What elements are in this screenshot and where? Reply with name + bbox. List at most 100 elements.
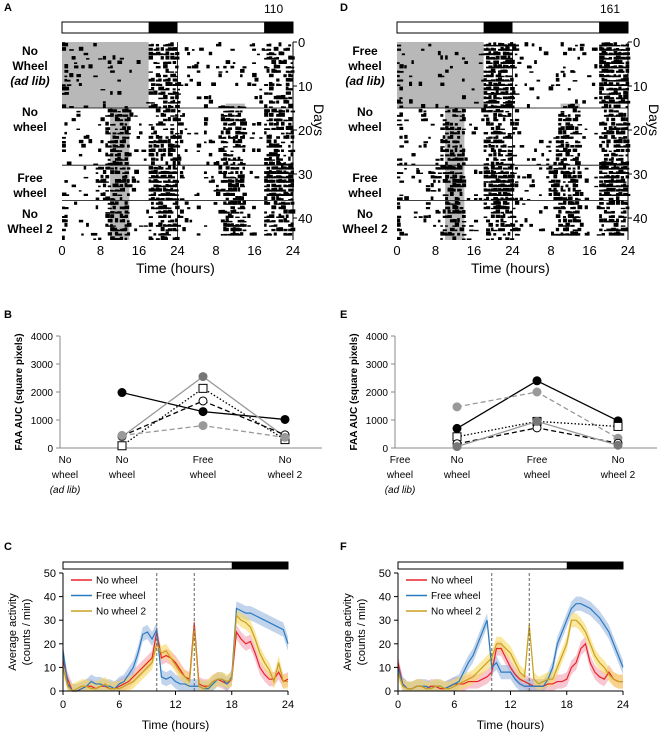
activity-mark	[461, 214, 466, 218]
activity-mark	[615, 174, 620, 179]
activity-mark	[148, 194, 152, 196]
activity-mark	[514, 200, 520, 205]
activity-mark	[160, 211, 164, 214]
activity-mark	[268, 73, 274, 78]
activity-mark	[153, 61, 157, 64]
activity-mark	[175, 91, 179, 95]
activity-mark	[620, 70, 625, 73]
activity-mark	[155, 180, 159, 183]
activity-mark	[579, 46, 584, 51]
activity-mark	[177, 156, 182, 161]
activity-mark	[500, 61, 505, 64]
activity-mark	[163, 170, 167, 174]
activity-mark	[252, 148, 256, 152]
activity-mark	[567, 201, 573, 205]
activity-mark	[167, 77, 171, 82]
activity-mark	[601, 177, 606, 179]
activity-mark	[445, 105, 449, 108]
activity-mark	[237, 233, 241, 236]
panel-label-b: B	[4, 309, 12, 321]
activity-mark	[599, 176, 604, 179]
activity-mark	[170, 52, 175, 56]
activity-mark	[584, 197, 590, 201]
activity-mark	[165, 210, 169, 214]
x-tick-label: 16	[247, 243, 261, 258]
activity-mark	[608, 161, 613, 166]
activity-mark	[623, 90, 628, 95]
activity-mark	[151, 132, 154, 135]
y-axis-label: FAA AUC (square pixels)	[349, 333, 360, 450]
activity-mark	[461, 210, 466, 214]
activity-mark	[575, 210, 580, 214]
activity-mark	[225, 130, 231, 135]
activity-mark	[110, 219, 113, 223]
activity-mark	[167, 209, 173, 214]
activity-mark	[170, 42, 174, 47]
activity-mark	[505, 97, 508, 100]
data-point-circle	[198, 372, 208, 382]
activity-mark	[493, 86, 498, 91]
activity-mark	[114, 161, 120, 166]
activity-mark	[620, 148, 625, 152]
activity-mark	[449, 203, 455, 205]
activity-mark	[608, 218, 614, 223]
activity-mark	[100, 166, 105, 170]
data-point-circle	[198, 396, 208, 406]
activity-mark	[158, 53, 163, 56]
activity-mark	[114, 114, 119, 117]
activity-mark	[483, 96, 487, 100]
activity-mark	[62, 219, 66, 223]
activity-mark	[223, 226, 227, 232]
y-tick-label: 3000	[31, 360, 54, 371]
activity-mark	[177, 109, 181, 113]
activity-mark	[105, 196, 111, 201]
activity-mark	[459, 178, 463, 183]
activity-mark	[510, 136, 513, 139]
activity-mark	[163, 74, 168, 78]
activity-mark	[495, 189, 500, 192]
activity-mark	[570, 145, 575, 148]
y-tick-label: 0	[382, 444, 388, 455]
activity-mark	[502, 150, 507, 152]
activity-mark	[483, 101, 487, 104]
activity-mark	[452, 178, 456, 183]
activity-mark	[107, 154, 111, 157]
activity-mark	[290, 62, 294, 64]
activity-mark	[615, 70, 619, 73]
activity-mark	[397, 197, 401, 201]
activity-mark	[211, 82, 216, 86]
activity-mark	[623, 228, 628, 232]
activity-mark	[623, 187, 628, 192]
activity-mark	[601, 93, 607, 95]
activity-mark	[505, 154, 510, 157]
activity-mark	[163, 180, 168, 183]
activity-mark	[510, 42, 514, 47]
activity-mark	[177, 122, 181, 126]
activity-mark	[563, 174, 568, 179]
data-point-circle	[280, 432, 290, 442]
activity-mark	[599, 71, 603, 73]
activity-mark	[505, 115, 510, 117]
activity-mark	[280, 201, 286, 205]
activity-mark	[620, 49, 625, 51]
activity-mark	[288, 66, 292, 69]
activity-mark	[505, 202, 510, 205]
activity-mark	[266, 188, 270, 192]
activity-mark	[288, 174, 293, 179]
activity-mark	[139, 123, 142, 126]
data-point-circle	[198, 407, 208, 417]
activity-mark	[454, 209, 460, 214]
activity-mark	[268, 174, 273, 179]
activity-mark	[483, 188, 488, 192]
activity-mark	[148, 55, 154, 60]
activity-mark	[493, 184, 498, 188]
activity-mark	[203, 130, 207, 135]
x-tick-label: 8	[432, 243, 439, 258]
activity-mark	[517, 228, 521, 232]
category-label: No	[116, 455, 129, 466]
activity-mark	[601, 189, 605, 192]
activity-mark	[623, 84, 628, 86]
activity-mark	[290, 152, 294, 157]
activity-mark	[606, 174, 610, 179]
